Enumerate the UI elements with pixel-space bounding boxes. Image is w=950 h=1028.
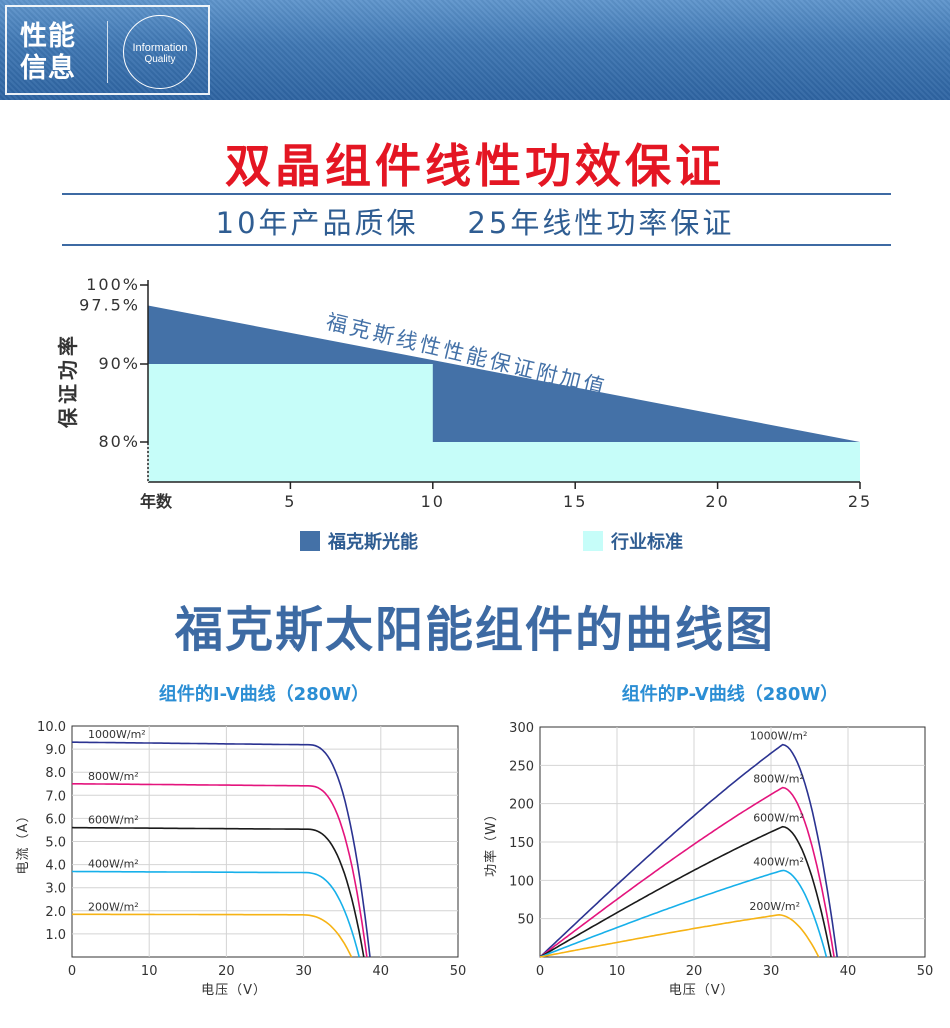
x-axis-label: 电压（V） (201, 983, 267, 998)
x-tick-label: 15 (563, 492, 587, 511)
x-tick-label: 20 (686, 964, 703, 979)
series-label: 400W/m² (88, 858, 139, 871)
legend-swatch-foxess (300, 531, 320, 551)
x-axis-label: 电压（V） (669, 983, 735, 998)
x-tick-label: 50 (917, 964, 934, 979)
info-quality-badge: 性能 信息 Information Quality (5, 5, 210, 95)
y-tick-label: 300 (509, 721, 534, 736)
series-label: 600W/m² (88, 814, 139, 827)
series-label: 1000W/m² (88, 728, 146, 741)
x-tick-label: 30 (763, 964, 780, 979)
series-line (539, 743, 838, 958)
x-tick-label: 50 (450, 964, 467, 979)
y-tick-label: 250 (509, 759, 534, 774)
legend-item-foxess: 福克斯光能 (300, 528, 418, 554)
y-tick-label: 100 (509, 874, 534, 889)
x-tick-label: 10 (141, 964, 158, 979)
pv-chart: 50 100 150 200 250 300 0 10 20 30 40 50 电压（V） 功率（W） 10… (483, 721, 934, 998)
legend-item-industry: 行业标准 (583, 528, 683, 554)
series-line (72, 913, 353, 958)
warranty-title: 双晶组件线性功效保证 (225, 139, 725, 193)
series-line (72, 741, 371, 958)
series-label: 1000W/m² (750, 730, 808, 743)
x-tick-label: 40 (373, 964, 390, 979)
x-tick-label: 20 (705, 492, 729, 511)
x-tick-label: 10 (609, 964, 626, 979)
y-tick-label: 6.0 (45, 812, 66, 827)
y-tick-label: 1.0 (45, 928, 66, 943)
legend-label-industry: 行业标准 (611, 532, 683, 553)
y-tick-label: 7.0 (45, 789, 66, 804)
y-axis-label: 电流（A） (16, 809, 31, 875)
series-label: 200W/m² (88, 900, 139, 913)
y-axis-label: 保证功率 (56, 332, 80, 429)
series-line (72, 783, 368, 958)
series-line (539, 786, 835, 958)
x-tick-label: 25 (848, 492, 872, 511)
x-axis-label: 年数 (140, 492, 173, 511)
x-tick-label: 30 (295, 964, 312, 979)
y-tick-label: 9.0 (45, 743, 66, 758)
series-label: 800W/m² (753, 773, 804, 786)
divider-top (62, 193, 891, 195)
badge-circle-logo: Information Quality (123, 15, 197, 89)
y-tick-label: 50 (517, 913, 534, 928)
y-tick-label: 10.0 (37, 720, 66, 735)
y-tick-label: 100% (86, 275, 140, 294)
divider-bottom (62, 244, 891, 246)
iv-chart: 1.0 2.0 3.0 4.0 5.0 6.0 7.0 8.0 9.0 10.0 0 10 20 30 40… (16, 720, 467, 998)
y-tick-label: 5.0 (45, 836, 66, 851)
y-tick-label: 200 (509, 798, 534, 813)
y-tick-label: 4.0 (45, 859, 66, 874)
curves-section-title: 福克斯太阳能组件的曲线图 (174, 602, 775, 658)
badge-en-line1: Information (132, 42, 188, 54)
legend-swatch-industry (583, 531, 603, 551)
x-tick-label: 20 (218, 964, 235, 979)
y-tick-label: 2.0 (45, 905, 66, 920)
series-line (71, 826, 365, 958)
series-line (539, 825, 832, 958)
iv-chart-title: 组件的I-V曲线（280W） (158, 684, 370, 705)
warranty-subtitle: 10年产品质保 25年线性功率保证 (215, 206, 735, 240)
y-tick-label: 80% (98, 432, 140, 451)
y-tick-label: 97.5% (79, 296, 140, 315)
badge-title-line2: 信息 (20, 53, 76, 84)
series-line (72, 870, 360, 958)
x-tick-label: 0 (536, 964, 544, 979)
badge-title: 性能 信息 (20, 21, 90, 85)
x-tick-label: 10 (421, 492, 445, 511)
legend-label-foxess: 福克斯光能 (328, 532, 418, 553)
y-tick-label: 8.0 (45, 766, 66, 781)
x-tick-label: 0 (68, 964, 76, 979)
badge-title-line1: 性能 (20, 21, 76, 52)
x-tick-label: 40 (840, 964, 857, 979)
series-label: 200W/m² (749, 900, 800, 913)
series-area-industry (148, 364, 860, 482)
badge-en-line2: Quality (144, 54, 176, 65)
pv-chart-title: 组件的P-V曲线（280W） (621, 684, 839, 705)
y-tick-label: 90% (98, 354, 140, 373)
badge-divider (107, 21, 108, 83)
y-tick-label: 3.0 (45, 882, 66, 897)
series-label: 600W/m² (753, 812, 804, 825)
series-line (539, 869, 828, 958)
series-label: 400W/m² (753, 855, 804, 868)
y-tick-label: 150 (509, 836, 534, 851)
y-axis-label: 功率（W） (483, 807, 499, 877)
series-label: 800W/m² (88, 770, 139, 783)
x-tick-label: 5 (284, 492, 296, 511)
series-line (539, 913, 820, 958)
